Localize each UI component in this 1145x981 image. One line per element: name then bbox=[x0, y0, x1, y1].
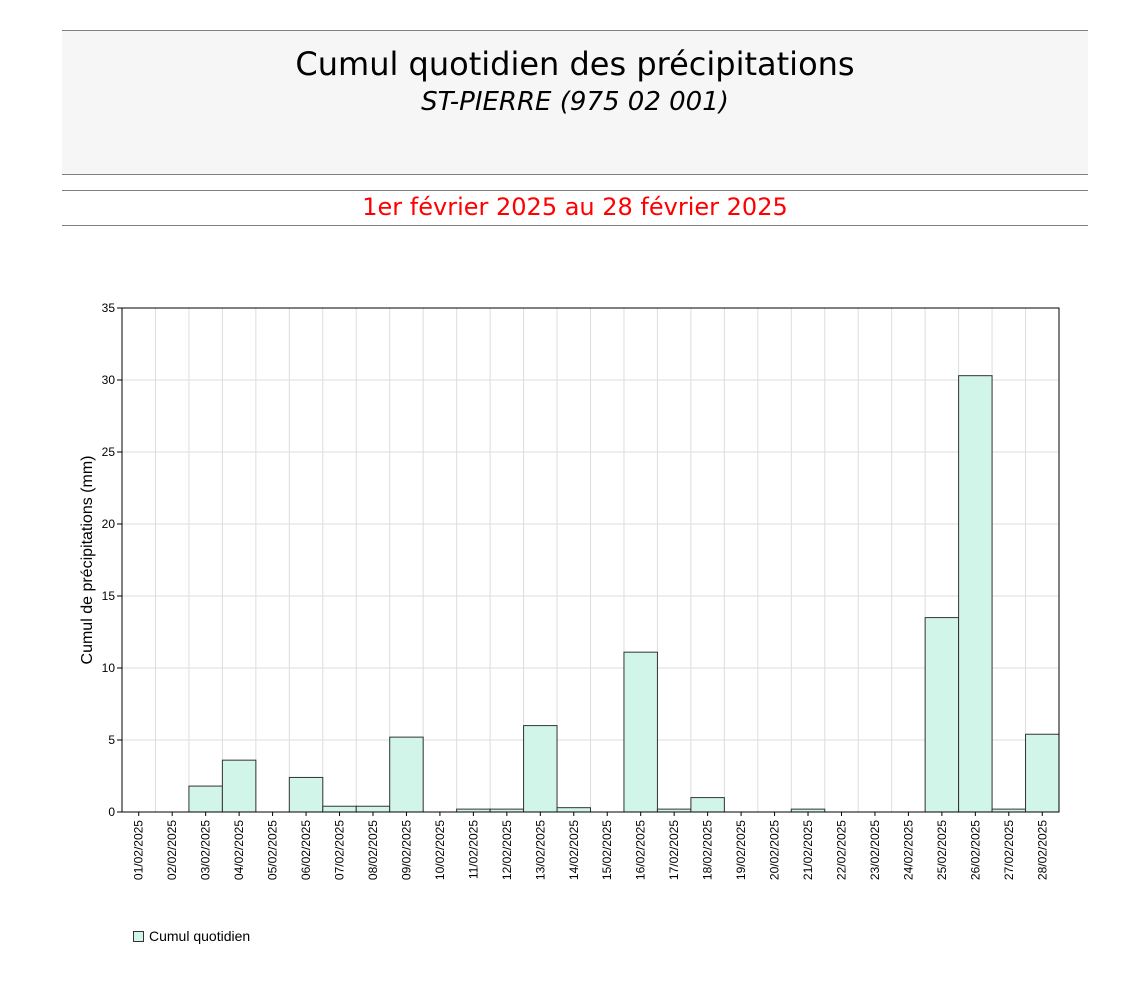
plot-frame bbox=[121, 307, 1060, 813]
bar-25/02/2025 bbox=[924, 617, 960, 813]
x-tick-label: 18/02/2025 bbox=[701, 820, 715, 880]
x-axis: 01/02/2025 02/02/2025 03/02/2025 04/02/2025… bbox=[132, 812, 1049, 880]
x-tick-label: 06/02/2025 bbox=[299, 820, 313, 880]
y-tick-label: 30 bbox=[102, 373, 116, 387]
x-tick-label: 21/02/2025 bbox=[801, 820, 815, 880]
legend: Cumul quotidien bbox=[133, 928, 250, 944]
chart-title: Cumul quotidien des précipitations bbox=[295, 45, 855, 83]
grid-lines bbox=[122, 308, 1059, 812]
x-tick-label: 23/02/2025 bbox=[868, 820, 882, 880]
y-tick-label: 20 bbox=[102, 517, 116, 531]
x-tick-label: 16/02/2025 bbox=[634, 820, 648, 880]
bar-08/02/2025 bbox=[355, 805, 391, 813]
x-tick-label: 02/02/2025 bbox=[165, 820, 179, 880]
x-tick-label: 01/02/2025 bbox=[132, 820, 146, 880]
legend-swatch bbox=[133, 930, 144, 942]
x-tick-label: 08/02/2025 bbox=[366, 820, 380, 880]
y-tick-label: 35 bbox=[102, 301, 116, 315]
y-tick-label: 10 bbox=[102, 661, 116, 675]
x-tick-label: 26/02/2025 bbox=[968, 820, 982, 880]
x-tick-label: 24/02/2025 bbox=[901, 820, 915, 880]
legend-label: Cumul quotidien bbox=[149, 928, 251, 944]
bar-28/02/2025 bbox=[1025, 733, 1060, 813]
x-tick-label: 25/02/2025 bbox=[935, 820, 949, 880]
bar-06/02/2025 bbox=[288, 776, 324, 813]
bar-09/02/2025 bbox=[389, 736, 424, 813]
y-tick-label: 15 bbox=[102, 589, 116, 603]
x-tick-label: 11/02/2025 bbox=[466, 820, 480, 879]
x-tick-label: 09/02/2025 bbox=[399, 820, 413, 880]
x-tick-label: 10/02/2025 bbox=[433, 820, 447, 880]
bar-26/02/2025 bbox=[958, 375, 993, 813]
period-banner: 1er février 2025 au 28 février 2025 bbox=[62, 190, 1088, 226]
x-tick-label: 19/02/2025 bbox=[734, 820, 748, 880]
bar-13/02/2025 bbox=[523, 725, 558, 813]
period-text: 1er février 2025 au 28 février 2025 bbox=[362, 193, 788, 221]
bar-04/02/2025 bbox=[221, 759, 257, 813]
x-tick-label: 05/02/2025 bbox=[266, 820, 280, 880]
bar-14/02/2025 bbox=[556, 807, 591, 813]
x-tick-label: 22/02/2025 bbox=[834, 820, 848, 880]
x-tick-label: 14/02/2025 bbox=[567, 820, 581, 880]
y-axis-label: Cumul de précipitations (mm) bbox=[79, 456, 96, 665]
y-tick-label: 0 bbox=[108, 805, 115, 819]
x-tick-label: 13/02/2025 bbox=[533, 820, 547, 880]
x-tick-label: 28/02/2025 bbox=[1035, 820, 1049, 880]
x-tick-label: 12/02/2025 bbox=[500, 820, 514, 880]
chart-header: Cumul quotidien des précipitations ST-PI… bbox=[62, 30, 1088, 175]
x-tick-label: 20/02/2025 bbox=[768, 820, 782, 880]
x-tick-label: 07/02/2025 bbox=[333, 820, 347, 880]
x-tick-label: 04/02/2025 bbox=[232, 820, 246, 880]
bar-18/02/2025 bbox=[690, 797, 725, 813]
x-tick-label: 03/02/2025 bbox=[199, 820, 213, 880]
x-tick-label: 27/02/2025 bbox=[1002, 820, 1016, 880]
bar-03/02/2025 bbox=[188, 785, 223, 813]
x-tick-label: 15/02/2025 bbox=[600, 820, 614, 880]
bar-16/02/2025 bbox=[623, 651, 658, 813]
station-subtitle: ST-PIERRE (975 02 001) bbox=[421, 87, 729, 117]
y-tick-label: 25 bbox=[102, 445, 116, 459]
y-axis: 0 5 10 15 20 25 30 35 bbox=[102, 301, 122, 819]
y-tick-label: 5 bbox=[108, 733, 115, 747]
bar-07/02/2025 bbox=[322, 805, 357, 813]
x-tick-label: 17/02/2025 bbox=[667, 820, 681, 880]
bars bbox=[188, 375, 1060, 813]
